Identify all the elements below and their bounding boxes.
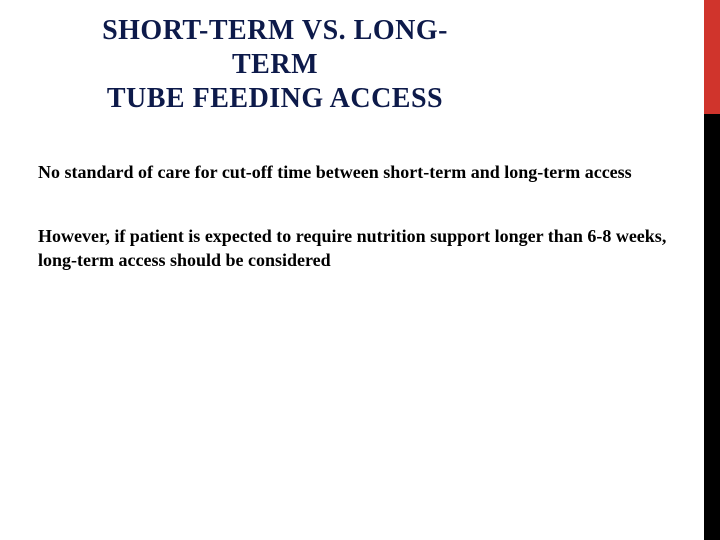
slide: SHORT-TERM VS. LONG- TERM TUBE FEEDING A… xyxy=(0,0,720,540)
slide-body: No standard of care for cut-off time bet… xyxy=(38,160,678,312)
slide-title: SHORT-TERM VS. LONG- TERM TUBE FEEDING A… xyxy=(85,14,465,116)
title-line-2: TERM xyxy=(85,48,465,82)
body-paragraph-2: However, if patient is expected to requi… xyxy=(38,224,678,272)
body-paragraph-1: No standard of care for cut-off time bet… xyxy=(38,160,678,184)
accent-bar xyxy=(704,0,720,540)
accent-bar-bottom xyxy=(704,114,720,540)
accent-bar-top xyxy=(704,0,720,114)
title-line-3: TUBE FEEDING ACCESS xyxy=(85,82,465,116)
title-line-1: SHORT-TERM VS. LONG- xyxy=(85,14,465,48)
